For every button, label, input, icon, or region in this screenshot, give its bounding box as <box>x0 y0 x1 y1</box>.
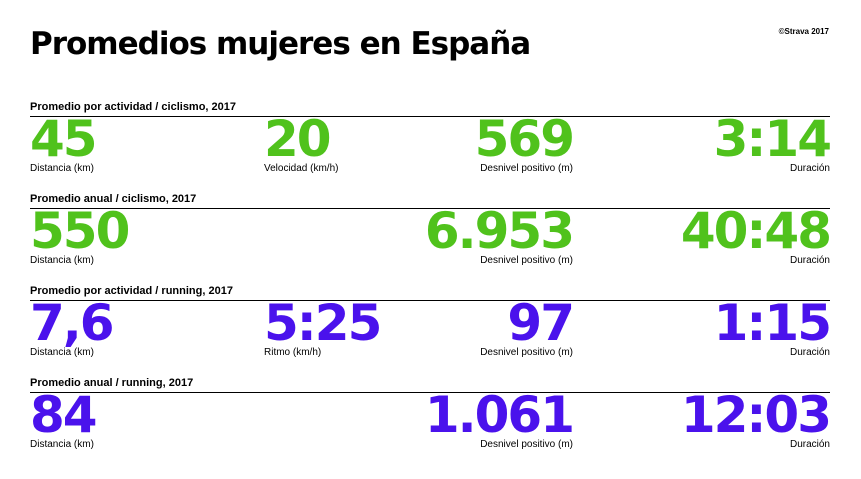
divider <box>30 116 830 117</box>
stat-duration: 3:14 Duración <box>630 110 832 177</box>
stat-value: 5:25 <box>264 294 382 352</box>
page-title: Promedios mujeres en España <box>30 26 531 62</box>
stat-label: Distancia (km) <box>30 255 94 266</box>
stat-value: 45 <box>30 110 98 168</box>
divider <box>30 392 830 393</box>
section-running-per-activity: Promedio por actividad / running, 2017 7… <box>30 285 832 365</box>
section-cycling-per-activity: Promedio por actividad / ciclismo, 2017 … <box>30 101 832 181</box>
stat-distance: 550 Distancia (km) <box>30 202 230 269</box>
stat-label: Desnivel positivo (m) <box>480 163 573 174</box>
section-running-annual: Promedio anual / running, 2017 84 Distan… <box>30 377 832 457</box>
stat-distance: 45 Distancia (km) <box>30 110 230 177</box>
stat-duration: 12:03 Duración <box>630 386 832 453</box>
stat-value: 97 <box>507 294 575 352</box>
stat-duration: 1:15 Duración <box>630 294 832 361</box>
stat-speed: 20 Velocidad (km/h) <box>264 110 464 177</box>
section-header: Promedio por actividad / ciclismo, 2017 <box>30 101 237 113</box>
section-cycling-annual: Promedio anual / ciclismo, 2017 550 Dist… <box>30 193 832 273</box>
stat-value: 550 <box>30 202 130 260</box>
stat-value: 3:14 <box>713 110 832 168</box>
stat-label: Distancia (km) <box>30 163 94 174</box>
stat-value: 7,6 <box>30 294 115 352</box>
stat-pace: 5:25 Ritmo (km/h) <box>264 294 464 361</box>
stat-elevation: 6.953 Desnivel positivo (m) <box>373 202 575 269</box>
stat-label: Duración <box>789 439 830 450</box>
stat-value: 40:48 <box>680 202 832 260</box>
stat-elevation: 97 Desnivel positivo (m) <box>373 294 575 361</box>
stat-label: Duración <box>789 347 830 358</box>
stat-label: Ritmo (km/h) <box>264 347 322 358</box>
stat-label: Duración <box>789 163 830 174</box>
stat-label: Desnivel positivo (m) <box>480 347 573 358</box>
section-header: Promedio por actividad / running, 2017 <box>30 285 233 297</box>
stat-label: Duración <box>789 255 830 266</box>
stat-value: 1:15 <box>713 294 832 352</box>
stat-value: 6.953 <box>424 202 575 260</box>
copyright-notice: ©Strava 2017 <box>778 27 829 36</box>
divider <box>30 208 830 209</box>
stat-label: Desnivel positivo (m) <box>480 255 573 266</box>
stat-label: Distancia (km) <box>30 347 94 358</box>
stat-distance: 7,6 Distancia (km) <box>30 294 230 361</box>
stat-label: Velocidad (km/h) <box>264 163 339 174</box>
divider <box>30 300 830 301</box>
section-header: Promedio anual / running, 2017 <box>30 377 194 389</box>
stat-duration: 40:48 Duración <box>630 202 832 269</box>
stat-value: 1.061 <box>424 386 575 444</box>
stat-distance: 84 Distancia (km) <box>30 386 230 453</box>
stat-value: 20 <box>264 110 332 168</box>
stat-elevation: 569 Desnivel positivo (m) <box>373 110 575 177</box>
section-header: Promedio anual / ciclismo, 2017 <box>30 193 197 205</box>
stat-value: 569 <box>474 110 575 168</box>
stat-elevation: 1.061 Desnivel positivo (m) <box>373 386 575 453</box>
stat-label: Desnivel positivo (m) <box>480 439 573 450</box>
stat-label: Distancia (km) <box>30 439 94 450</box>
stat-value: 84 <box>30 386 98 444</box>
stat-value: 12:03 <box>680 386 832 444</box>
